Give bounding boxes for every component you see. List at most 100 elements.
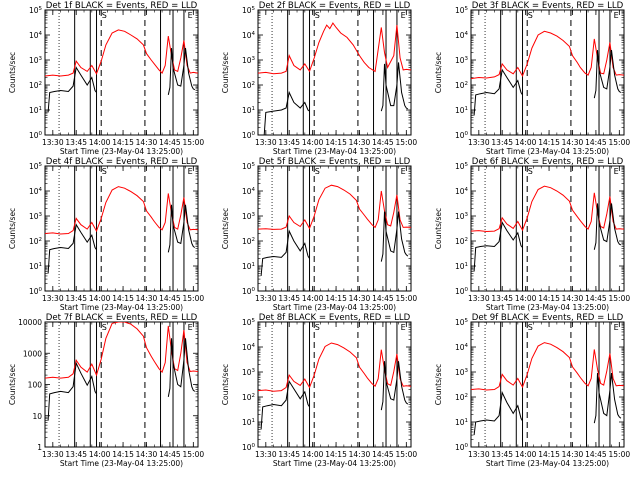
plot-frame <box>257 165 412 292</box>
y-tick-label: 104 <box>455 31 469 40</box>
x-tick-label: 14:00 <box>302 450 324 459</box>
x-tick-label: 13:45 <box>278 450 300 459</box>
x-tick-label: 14:00 <box>89 450 111 459</box>
x-tick-label: 15:00 <box>609 450 631 459</box>
y-tick-label: 102 <box>29 81 42 90</box>
y-tick-label: 101 <box>242 418 255 427</box>
x-tick-label: 13:45 <box>278 138 300 147</box>
plot-frame <box>470 321 625 448</box>
chart-title: Det 7f BLACK = Events, RED = LLD <box>46 313 198 323</box>
y-tick-label: 100 <box>29 131 43 140</box>
x-axis-label: Start Time (23-May-04 13:25:00) <box>273 459 396 468</box>
series-line-lld <box>45 29 198 77</box>
interval-marker-label: E <box>614 11 619 20</box>
x-tick-label: 13:30 <box>468 294 490 303</box>
interval-marker-label: E <box>401 11 406 20</box>
x-tick-label: 15:00 <box>183 294 205 303</box>
x-tick-label: 14:45 <box>585 450 607 459</box>
x-tick-label: 13:45 <box>491 138 513 147</box>
plot-frame <box>257 321 412 448</box>
chart-panel-7: Det 7f BLACK = Events, RED = LLD 1 10 100 10… <box>8 313 204 468</box>
series-line-events <box>473 390 523 436</box>
x-tick-label: 14:30 <box>349 294 371 303</box>
x-tick-label: 14:00 <box>515 450 537 459</box>
chart-panel-4: Det 4f BLACK = Events, RED = LLD 100 101 10… <box>8 157 204 312</box>
x-tick-label: 13:45 <box>491 294 513 303</box>
x-tick-label: 14:45 <box>159 294 181 303</box>
y-tick-label: 100 <box>29 287 43 296</box>
chart-panel-9: Det 9f BLACK = Events, RED = LLD 100 101 10… <box>434 313 630 468</box>
x-tick-label: 14:30 <box>562 294 584 303</box>
x-axis-label: Start Time (23-May-04 13:25:00) <box>273 303 396 312</box>
y-tick-label: 103 <box>242 212 256 221</box>
series-line-events <box>260 380 310 430</box>
interval-marker-label: E <box>614 323 619 332</box>
x-tick-label: 13:30 <box>468 450 490 459</box>
y-tick-label: 105 <box>455 318 469 327</box>
y-axis-label: Counts/sec <box>8 52 17 93</box>
x-tick-label: 15:00 <box>396 138 418 147</box>
y-tick-label: 1000 <box>23 349 42 358</box>
x-tick-label: 14:45 <box>372 138 394 147</box>
x-tick-label: 15:00 <box>183 450 205 459</box>
plot-frame <box>44 165 199 292</box>
series-line-events <box>473 68 523 116</box>
plot-frame <box>470 165 625 292</box>
chart-title: Det 5f BLACK = Events, RED = LLD <box>259 157 411 167</box>
series-line-events <box>380 361 409 411</box>
y-tick-label: 104 <box>455 343 469 352</box>
x-tick-label: 14:45 <box>585 138 607 147</box>
x-tick-label: 14:15 <box>538 138 560 147</box>
interval-marker-label: E <box>614 167 619 176</box>
series-line-events <box>47 66 97 113</box>
interval-marker-label: S <box>315 11 320 20</box>
y-axis-label: Counts/sec <box>8 364 17 405</box>
y-tick-label: 104 <box>242 343 256 352</box>
x-tick-label: 13:45 <box>491 450 513 459</box>
chart-panel-8: Det 8f BLACK = Events, RED = LLD 100 101 10… <box>221 313 417 468</box>
x-tick-label: 14:30 <box>562 138 584 147</box>
y-tick-label: 103 <box>242 368 256 377</box>
y-tick-label: 102 <box>242 81 255 90</box>
series-line-events <box>593 203 622 250</box>
series-line-lld <box>471 30 624 80</box>
y-axis-label: Counts/sec <box>434 208 443 249</box>
series-line-events <box>593 50 622 99</box>
y-tick-label: 105 <box>29 6 43 15</box>
y-axis-label: Counts/sec <box>434 364 443 405</box>
x-tick-label: 14:15 <box>538 294 560 303</box>
chart-panel-2: Det 2f BLACK = Events, RED = LLD 100 101 10… <box>221 1 417 156</box>
y-tick-label: 10000 <box>18 318 42 327</box>
x-axis-label: Start Time (23-May-04 13:25:00) <box>60 303 183 312</box>
series-line-events <box>167 204 196 253</box>
chart-title: Det 6f BLACK = Events, RED = LLD <box>472 157 624 167</box>
y-axis-label: Counts/sec <box>221 208 230 249</box>
y-tick-label: 100 <box>455 287 469 296</box>
x-tick-label: 15:00 <box>183 138 205 147</box>
x-tick-label: 14:45 <box>372 450 394 459</box>
series-line-lld <box>471 342 624 391</box>
y-tick-label: 104 <box>455 187 469 196</box>
y-tick-label: 100 <box>455 131 469 140</box>
series-line-events <box>47 223 97 274</box>
x-axis-label: Start Time (23-May-04 13:25:00) <box>60 459 183 468</box>
x-tick-label: 14:15 <box>112 294 134 303</box>
chart-title: Det 2f BLACK = Events, RED = LLD <box>259 1 411 11</box>
series-line-lld <box>45 186 198 235</box>
plot-data <box>45 186 198 274</box>
interval-marker-label: S <box>102 11 107 20</box>
y-tick-label: 104 <box>242 187 256 196</box>
x-tick-label: 14:15 <box>538 450 560 459</box>
series-line-lld <box>258 342 411 392</box>
x-tick-label: 14:30 <box>349 138 371 147</box>
y-tick-label: 105 <box>242 318 256 327</box>
y-tick-label: 102 <box>242 237 255 246</box>
x-tick-label: 14:15 <box>325 294 347 303</box>
x-tick-label: 14:15 <box>325 138 347 147</box>
x-tick-label: 15:00 <box>609 138 631 147</box>
x-tick-label: 14:00 <box>302 138 324 147</box>
y-tick-label: 10 <box>32 412 42 421</box>
x-tick-label: 14:15 <box>325 450 347 459</box>
chart-panel-3: Det 3f BLACK = Events, RED = LLD 100 101 10… <box>434 1 630 156</box>
x-tick-label: 14:45 <box>159 138 181 147</box>
